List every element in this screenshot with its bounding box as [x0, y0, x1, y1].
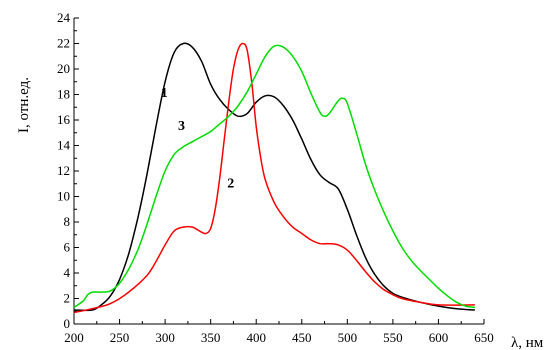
x-tick-label: 650: [474, 330, 494, 345]
y-tick-label: 14: [57, 138, 71, 153]
curve-labels: 1 2 3: [161, 86, 235, 192]
series-line-3: [73, 44, 475, 309]
x-tick-label: 400: [246, 330, 266, 345]
x-tick-label: 600: [429, 330, 449, 345]
curve-label-1: 1: [161, 86, 168, 101]
series-line-2: [73, 42, 475, 314]
curve-label-2: 2: [227, 177, 234, 192]
x-ticks: 200 250 300 350 400 450 500 550 600 650: [64, 319, 494, 345]
x-tick-label: 500: [338, 330, 358, 345]
y-tick-label: 16: [57, 112, 71, 127]
y-tick-label: 20: [57, 61, 70, 76]
curves: [73, 42, 475, 314]
x-tick-label: 200: [64, 330, 84, 345]
y-tick-label: 12: [57, 163, 70, 178]
y-tick-label: 4: [64, 265, 71, 280]
x-tick-label: 350: [201, 330, 221, 345]
y-tick-label: 6: [64, 240, 71, 255]
y-tick-label: 0: [64, 316, 71, 331]
y-tick-label: 10: [57, 189, 70, 204]
curve-label-3: 3: [178, 119, 185, 134]
y-tick-label: 2: [64, 291, 71, 306]
x-tick-label: 450: [292, 330, 312, 345]
x-tick-label: 250: [110, 330, 130, 345]
y-tick-label: 18: [57, 87, 70, 102]
x-axis-title: λ, нм: [511, 335, 544, 350]
series-line-1: [73, 42, 475, 312]
x-tick-label: 300: [155, 330, 175, 345]
y-tick-label: 8: [64, 214, 71, 229]
y-tick-label: 24: [57, 10, 71, 25]
axes: [73, 18, 484, 325]
y-tick-label: 22: [57, 36, 70, 51]
y-axis-title: I, отн.ед.: [16, 77, 32, 133]
x-tick-label: 550: [383, 330, 403, 345]
